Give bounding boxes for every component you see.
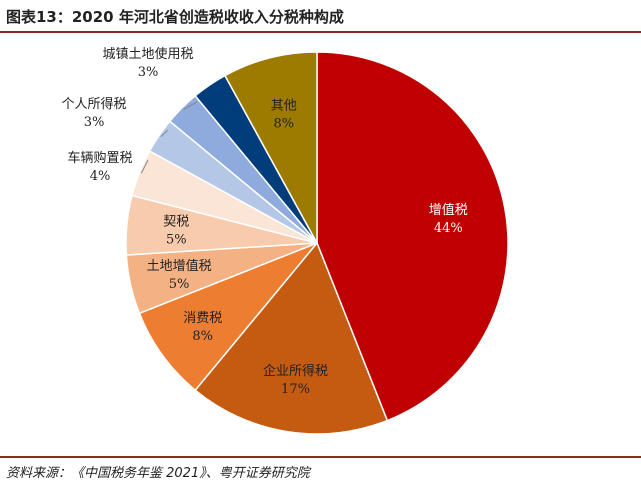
source-rule [0, 456, 641, 458]
pie-slice-9 [223, 51, 318, 244]
title-rule [0, 31, 641, 33]
slice-value-1: 17% [281, 382, 310, 397]
slice-value-6: 3% [84, 115, 105, 130]
slice-name-0: 增值税 [429, 202, 468, 218]
slice-name-1: 企业所得税 [263, 363, 328, 379]
slice-value-2: 8% [192, 329, 213, 344]
slice-name-7: 城镇土地使用税 [102, 46, 193, 62]
pie-slice-1 [194, 241, 389, 435]
leader-line-5 [140, 159, 149, 174]
chart-title: 图表13：2020 年河北省创造税收收入分税种构成 [6, 8, 344, 26]
slice-name-6: 个人所得税 [61, 96, 126, 112]
leader-line-6 [160, 129, 169, 138]
pie-slices [125, 51, 509, 435]
slice-value-5: 4% [90, 169, 111, 184]
slice-labels: 增值税 44% 企业所得税 17% 消费税 8% 土地增值税 5% 契税 5% 车辆购置税 4% 个人所… [61, 46, 467, 397]
slice-value-3: 5% [169, 277, 190, 292]
slice-value-7: 3% [138, 65, 159, 80]
slice-name-9: 其他 [271, 99, 297, 114]
slice-name-4: 契税 [163, 215, 189, 230]
source-note: 资料来源：《中国税务年鉴 2021》、粤开证券研究院 [6, 466, 310, 481]
slice-name-3: 土地增值税 [147, 258, 212, 274]
slice-value-9: 8% [273, 117, 294, 132]
pie-slice-0 [316, 51, 509, 422]
slice-name-5: 车辆购置税 [67, 150, 132, 166]
leader-lines [140, 101, 198, 174]
slice-value-4: 5% [166, 233, 187, 248]
slice-name-2: 消费税 [183, 311, 222, 326]
leader-line-7 [183, 101, 198, 110]
slice-value-0: 44% [434, 221, 463, 236]
pie-slice-2 [138, 242, 318, 392]
